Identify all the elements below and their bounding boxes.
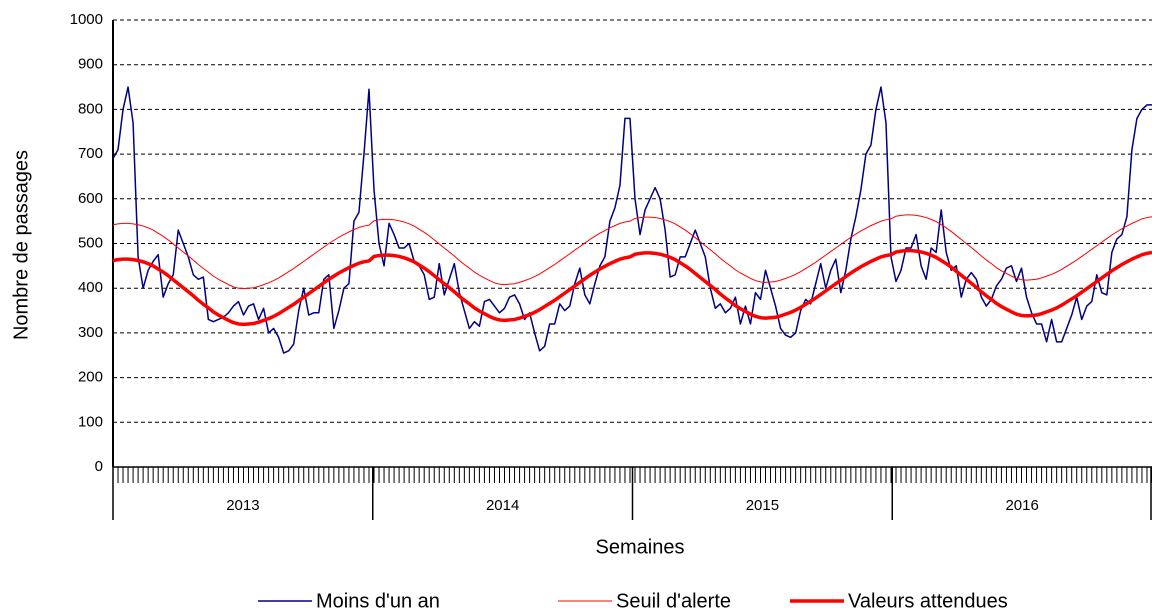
x-group-label: 2013: [226, 497, 259, 514]
y-tick-label: 900: [78, 56, 103, 73]
y-tick-label: 200: [78, 369, 103, 386]
x-axis-title: Semaines: [596, 536, 685, 558]
series-line: [112, 214, 1152, 290]
legend-label: Seuil d'alerte: [616, 590, 731, 612]
y-tick-label: 400: [78, 279, 103, 296]
y-tick-label: 600: [78, 190, 103, 207]
y-tick-label: 300: [78, 324, 103, 341]
series-line: [112, 248, 1152, 327]
y-tick-label: 800: [78, 100, 103, 117]
y-tick-label: 500: [78, 234, 103, 251]
y-tick-label: 100: [78, 413, 103, 430]
x-group-label: 2014: [486, 497, 519, 514]
y-tick-label: 1000: [70, 11, 103, 28]
x-group-label: 2016: [1005, 497, 1038, 514]
x-group-label: 2015: [746, 497, 779, 514]
legend-label: Valeurs attendues: [848, 590, 1008, 612]
y-tick-label: 0: [95, 458, 103, 475]
y-tick-label: 700: [78, 145, 103, 162]
y-axis-title: Nombre de passages: [10, 150, 32, 340]
legend-label: Moins d'un an: [316, 590, 440, 612]
